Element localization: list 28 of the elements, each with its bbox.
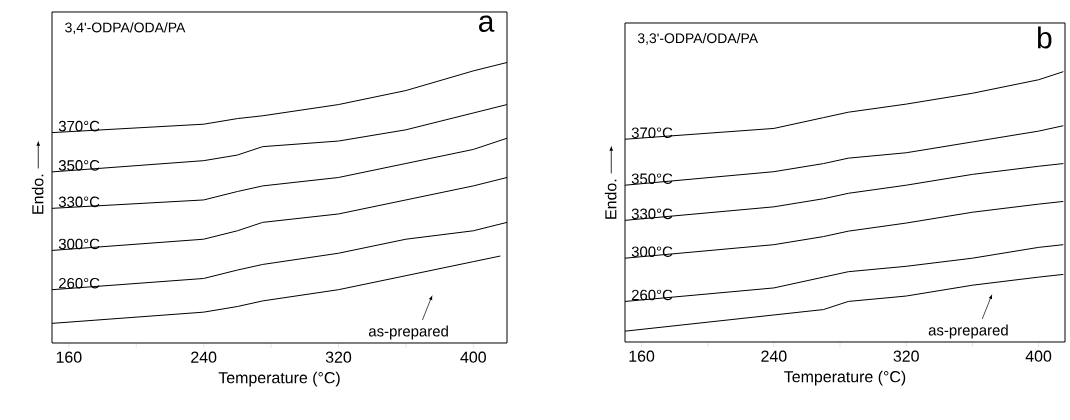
text: a [479,15,495,32]
annotation: as-prepared [928,324,1008,339]
chart-title: 3,4'-ODPA/ODA/PA [65,22,186,35]
series-label: 370°C [58,120,100,132]
annotation: as-prepared [368,325,448,340]
x-tick-label: 240 [191,351,217,363]
x-tick-label: 400 [460,351,486,363]
series-label: 350°C [631,173,673,184]
series-label: 300°C [631,246,673,257]
x-tick-label: 160 [629,350,655,362]
x-tick-label: 320 [325,351,352,363]
series-label: 300°C [58,238,100,250]
series-label: 330°C [58,196,100,208]
series-label: 370°C [631,127,673,139]
x-tick-label: 400 [1025,350,1052,362]
legend-label: 350°C [58,160,100,171]
text: b [1037,26,1052,49]
x-tick-label: 240 [761,350,787,362]
x-axis-title: Temperature (°C) [218,371,340,387]
y-axis-title: Endo. [31,174,44,214]
chart-title: 3,3'-ODPA/ODA/PA [637,32,759,45]
series-label: 260°C [631,289,673,301]
x-tick-label: 320 [893,350,919,362]
series-label: 330°C [631,208,673,220]
x-tick-label: 160 [56,351,82,363]
x-axis-title: Temperature (°C) [784,370,906,386]
y-axis-title: Endo. [604,179,617,219]
series-label: 260°C [59,277,100,289]
